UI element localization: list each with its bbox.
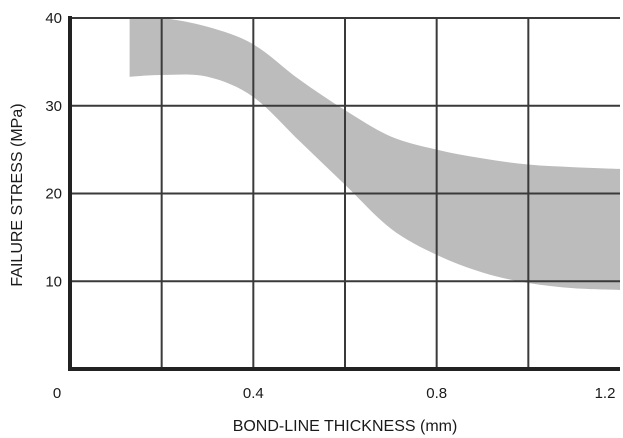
x-tick-label: 1.2 [595,385,616,402]
y-tick-label: 40 [45,10,62,27]
x-axis-title: BOND-LINE THICKNESS (mm) [233,418,458,435]
y-tick-label: 20 [45,186,62,203]
x-tick-label: 0.4 [243,385,264,402]
band-layer [129,17,620,290]
grid [70,17,620,369]
y-tick-labels: 10 20 30 40 [45,10,62,290]
x-tick-label: 0.8 [426,385,447,402]
y-axis-title: FAILURE STRESS (MPa) [9,103,26,286]
x-tick-label: 0 [53,385,61,402]
y-tick-label: 30 [45,98,62,115]
failure-stress-band [129,17,620,290]
axes [68,16,620,371]
y-tick-label: 10 [45,273,62,290]
x-tick-labels: 0 0.4 0.8 1.2 [53,385,616,402]
